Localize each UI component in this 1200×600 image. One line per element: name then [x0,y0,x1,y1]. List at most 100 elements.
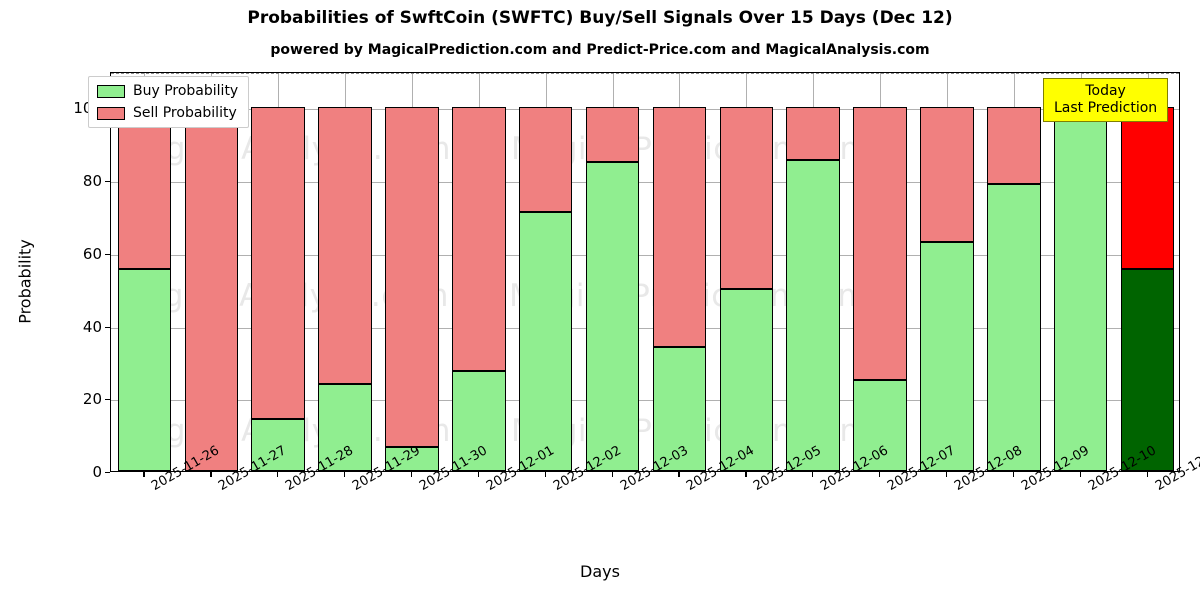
bar-group[interactable] [853,73,907,471]
bar-segment-sell[interactable] [987,107,1041,184]
x-axis-tick-mark [812,472,814,477]
bar-segment-buy[interactable] [719,289,774,471]
x-axis-tick-mark [410,472,413,477]
gridline-horizontal [111,182,1179,184]
bar-segment-buy[interactable] [920,241,974,471]
bar-group[interactable] [318,73,372,471]
bar-group[interactable] [920,73,974,471]
y-axis-tick-mark [105,472,110,474]
bar-segment-sell[interactable] [719,107,774,290]
bar-segment-sell[interactable] [251,107,305,419]
bar-group[interactable] [117,73,172,471]
x-axis-tick-label: 2025-12-06 [818,443,891,494]
x-axis-tick-mark [277,472,279,477]
x-axis-tick-label: 2025-12-11 [1153,443,1200,494]
bar-group-today[interactable] [1120,73,1175,471]
chart-legend: Buy Probability Sell Probability [88,76,250,128]
y-axis-tick-mark [105,181,110,183]
bar-group[interactable] [786,73,840,471]
x-axis-label: Days [580,562,620,581]
gridline-horizontal [111,327,1179,329]
x-axis-tick-mark [344,472,346,477]
bar-segment-sell[interactable] [385,107,439,447]
bar-segment-buy[interactable] [987,183,1041,471]
gridline-horizontal [111,254,1179,256]
x-axis-tick-label: 2025-12-10 [1086,443,1159,494]
bar-segment-buy[interactable] [1120,269,1175,471]
bar-segment-buy[interactable] [652,346,707,471]
y-axis-tick-label: 80 [82,172,102,191]
bar-segment-buy[interactable] [452,371,506,471]
y-axis-label: Probability [15,239,35,324]
chart-subtitle: powered by MagicalPrediction.com and Pre… [270,42,930,58]
bar-group[interactable] [518,73,573,471]
x-axis-tick-label: 2025-11-26 [149,443,222,494]
bar-segment-sell[interactable] [585,107,640,162]
x-axis-tick-label: 2025-12-07 [885,443,958,494]
reference-line [111,73,1179,74]
x-axis-tick-mark [477,472,479,477]
legend-item-label: Buy Probability [133,83,239,99]
x-axis-tick-mark [678,472,680,477]
bar-group[interactable] [184,73,239,471]
bar-segment-sell[interactable] [786,107,840,160]
bar-segment-buy[interactable] [1053,107,1108,471]
legend-item[interactable]: Sell Probability [97,105,238,121]
bar-segment-buy[interactable] [318,384,372,471]
x-axis-tick-label: 2025-12-02 [551,443,624,494]
x-axis-tick-mark [745,472,747,477]
bar-segment-buy[interactable] [585,161,640,471]
y-axis-tick-label: 40 [82,317,102,336]
bar-segment-buy[interactable] [117,269,172,471]
today-annotation-line1: Today [1085,83,1126,99]
y-axis-tick-mark [105,326,110,328]
bar-segment-buy[interactable] [385,446,439,471]
bar-group[interactable] [719,73,774,471]
bar-segment-sell[interactable] [853,107,907,381]
x-axis-tick-label: 2025-12-03 [618,443,691,494]
bar-segment-sell[interactable] [452,107,506,371]
bar-group[interactable] [585,73,640,471]
x-axis-tick-mark [945,472,948,477]
bar-group[interactable] [652,73,707,471]
bar-group[interactable] [452,73,506,471]
x-axis-tick-mark [544,472,546,477]
bars-layer [111,73,1179,471]
x-axis-tick-label: 2025-11-30 [417,443,490,494]
x-axis-tick-mark [1012,472,1014,477]
bar-segment-sell[interactable] [184,107,239,471]
y-axis-tick-label: 0 [92,463,102,481]
y-axis-tick-label: 60 [82,244,102,263]
bar-segment-buy[interactable] [251,419,305,471]
x-axis-tick-mark [879,472,881,477]
bar-group[interactable] [251,73,305,471]
today-annotation: Today Last Prediction [1043,78,1169,123]
x-axis-tick-mark [143,472,145,477]
bar-segment-sell[interactable] [920,107,974,242]
bar-group[interactable] [385,73,439,471]
y-axis-tick-mark [105,253,110,255]
bar-segment-buy[interactable] [786,159,840,471]
x-axis-tick-label: 2025-11-28 [283,443,356,494]
plot-area: MagicalAnalysis.comMagicalPrediction.com… [110,72,1180,472]
x-axis-tick-label: 2025-12-08 [952,443,1025,494]
bar-segment-buy[interactable] [518,212,573,471]
y-axis-tick-mark [105,399,110,401]
x-axis-tick-label: 2025-12-04 [684,443,757,494]
bar-group[interactable] [987,73,1041,471]
bar-segment-sell[interactable] [1120,107,1175,270]
legend-swatch-buy [97,84,125,98]
x-axis-tick-label: 2025-12-09 [1019,443,1092,494]
legend-item-label: Sell Probability [133,105,237,121]
x-axis-tick-label: 2025-12-01 [484,443,557,494]
bar-segment-sell[interactable] [518,107,573,213]
x-axis-tick-mark [611,472,613,477]
bar-segment-buy[interactable] [853,380,907,471]
y-axis-tick-label: 20 [82,390,102,409]
legend-item[interactable]: Buy Probability [97,83,238,99]
bar-segment-sell[interactable] [117,107,172,270]
bar-segment-sell[interactable] [318,107,372,385]
bar-group[interactable] [1053,73,1108,471]
bar-segment-sell[interactable] [652,107,707,347]
